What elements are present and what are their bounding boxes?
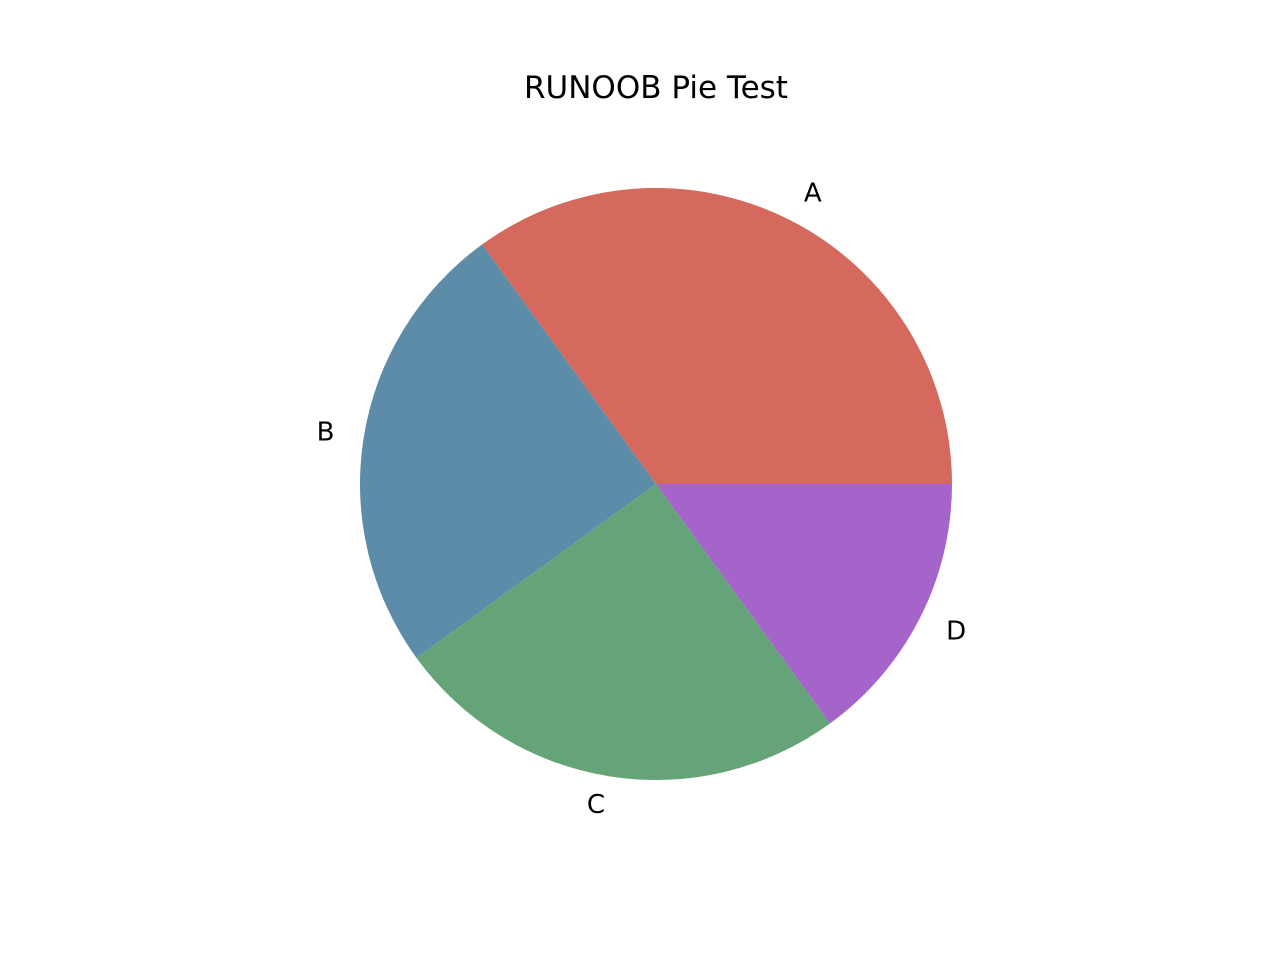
pie-slice-c	[416, 484, 830, 780]
pie-label-d: D	[946, 616, 966, 646]
pie-label-c: C	[587, 790, 605, 820]
pie-slices	[360, 188, 952, 780]
pie-label-b: B	[317, 418, 335, 448]
pie-slice-d	[656, 484, 952, 724]
chart-title: RUNOOB Pie Test	[524, 70, 788, 106]
pie-slice-b	[360, 244, 656, 658]
pie-label-a: A	[804, 178, 822, 208]
pie-slice-a	[482, 188, 952, 484]
pie-labels: A B C D	[317, 178, 967, 820]
